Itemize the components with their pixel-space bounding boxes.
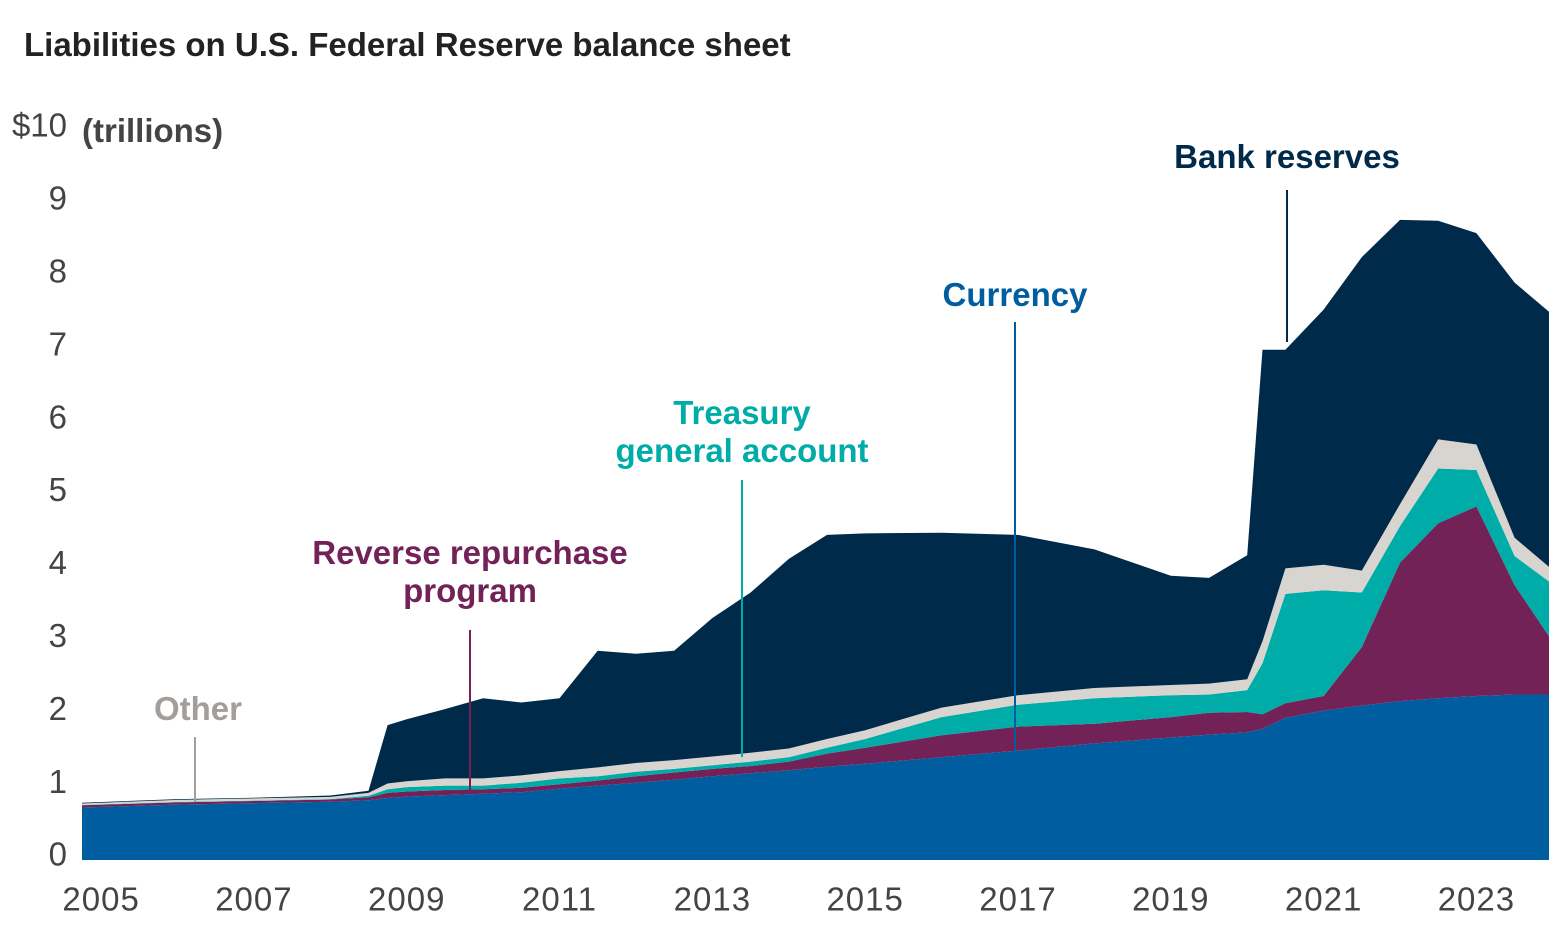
series-label: Bank reserves — [1174, 138, 1400, 175]
chart-title: Liabilities on U.S. Federal Reserve bala… — [24, 26, 791, 63]
y-tick-label: 5 — [49, 471, 67, 508]
series-label: Currency — [942, 276, 1088, 313]
area — [82, 506, 1549, 808]
y-tick-label: 0 — [49, 836, 67, 873]
x-tick-label: 2015 — [826, 881, 903, 918]
series-label: Other — [153, 690, 243, 727]
area — [82, 694, 1549, 860]
y-tick-label: 6 — [49, 398, 67, 435]
x-tick-label: 2019 — [1132, 881, 1209, 918]
area — [82, 219, 1549, 804]
y-tick-label: 7 — [49, 325, 67, 362]
series-label: Treasury general account — [615, 394, 869, 469]
x-tick-label: 2023 — [1438, 881, 1515, 918]
y-tick-label: 4 — [49, 544, 67, 581]
y-tick-label: 9 — [49, 180, 67, 217]
x-tick-label: 2021 — [1285, 881, 1362, 918]
y-tick-label: 2 — [49, 690, 67, 727]
y-tick-label: $10 — [12, 107, 67, 144]
x-tick-label: 2013 — [674, 881, 751, 918]
y-tick-label: 1 — [49, 763, 67, 800]
x-tick-label: 2005 — [62, 881, 139, 918]
x-tick-label: 2007 — [215, 881, 292, 918]
y-tick-label: 8 — [49, 253, 67, 290]
y-tick-label: 3 — [49, 617, 67, 654]
y-axis-label: (trillions) — [82, 112, 224, 149]
x-tick-label: 2009 — [368, 881, 445, 918]
x-tick-label: 2017 — [979, 881, 1056, 918]
series-label: Reverse repurchase program — [312, 534, 628, 609]
x-tick-label: 2011 — [522, 881, 597, 918]
